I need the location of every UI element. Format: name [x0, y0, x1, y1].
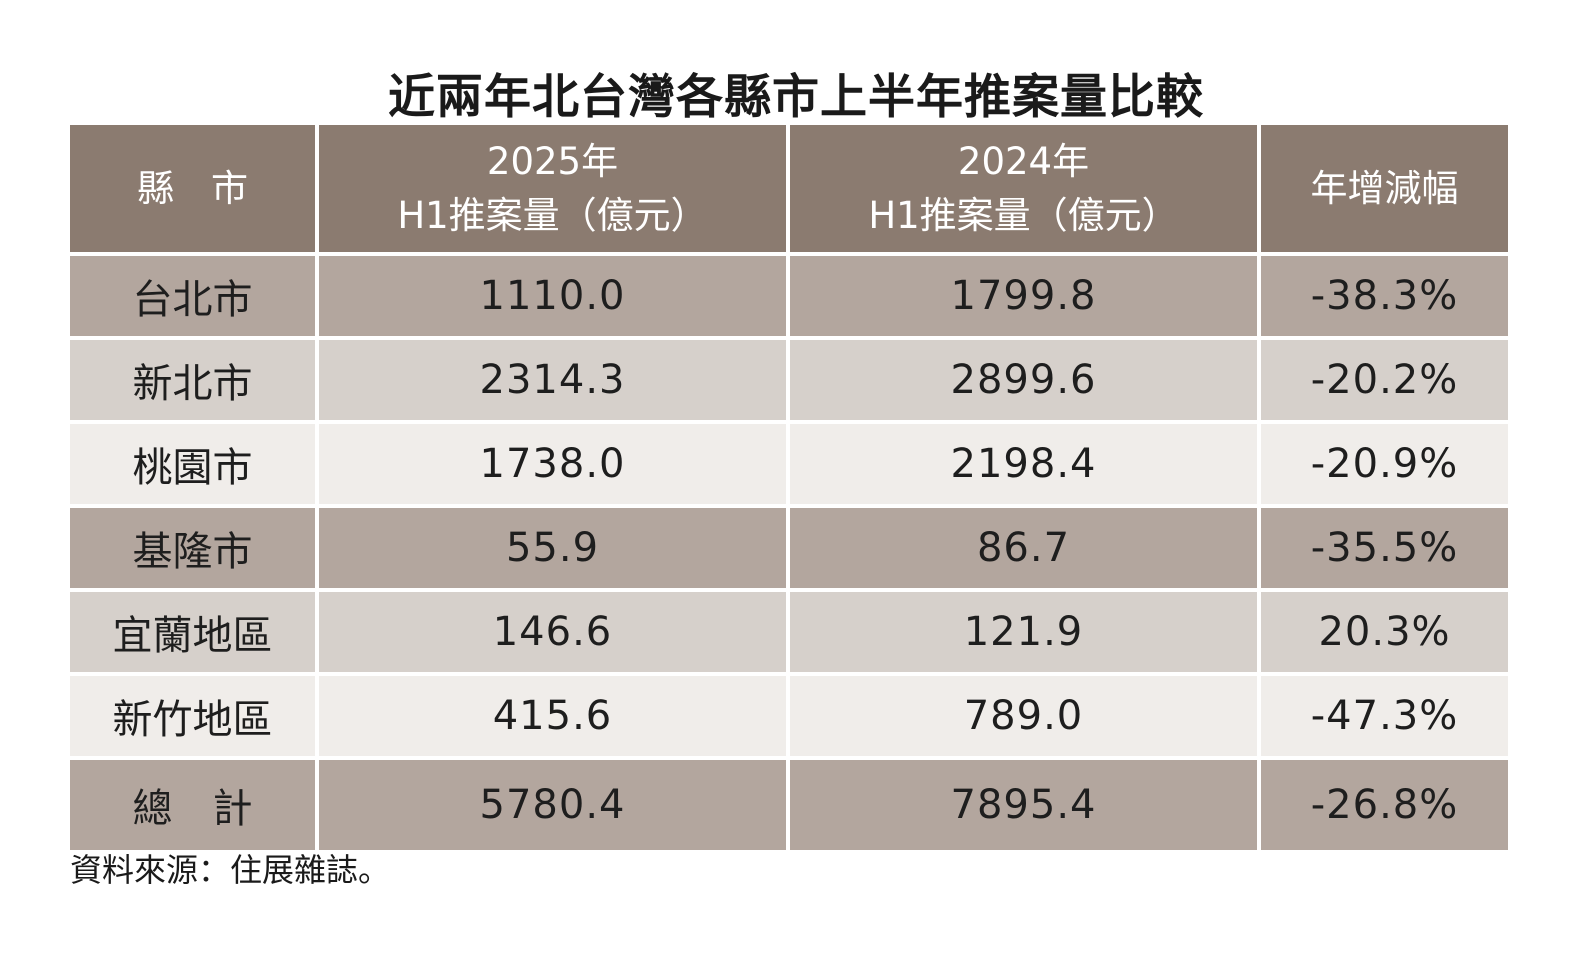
header-county: 縣 市 [70, 125, 315, 252]
row-newtaipei-2025: 2314.3 [319, 340, 786, 420]
row-taipei-county: 台北市 [70, 256, 315, 336]
row-newtaipei-county: 新北市 [70, 340, 315, 420]
table-title: 近兩年北台灣各縣市上半年推案量比較 [388, 70, 1204, 125]
header-2025-year: 2025年 [486, 139, 619, 183]
total-2025: 5780.4 [319, 760, 786, 850]
row-keelung-2024: 86.7 [790, 508, 1257, 588]
total-change: -26.8% [1261, 760, 1508, 850]
row-taipei-2025: 1110.0 [319, 256, 786, 336]
header-2025-metric: H1推案量（億元） [397, 193, 708, 237]
comparison-table: 縣 市 2025年 H1推案量（億元） 2024年 H1推案量（億元） 年增減幅… [70, 125, 1518, 850]
row-taoyuan-2024: 2198.4 [790, 424, 1257, 504]
header-2024: 2024年 H1推案量（億元） [790, 125, 1257, 252]
source-note: 資料來源：住展雜誌。 [70, 851, 391, 889]
row-yilan-2024: 121.9 [790, 592, 1257, 672]
row-newtaipei-2024: 2899.6 [790, 340, 1257, 420]
row-keelung-county: 基隆市 [70, 508, 315, 588]
row-hsinchu-change: -47.3% [1261, 676, 1508, 756]
row-yilan-2025: 146.6 [319, 592, 786, 672]
header-change: 年增減幅 [1261, 125, 1508, 252]
header-2025: 2025年 H1推案量（億元） [319, 125, 786, 252]
total-2024: 7895.4 [790, 760, 1257, 850]
row-yilan-change: 20.3% [1261, 592, 1508, 672]
row-yilan-county: 宜蘭地區 [70, 592, 315, 672]
header-2024-year: 2024年 [957, 139, 1090, 183]
row-hsinchu-county: 新竹地區 [70, 676, 315, 756]
row-keelung-2025: 55.9 [319, 508, 786, 588]
row-newtaipei-change: -20.2% [1261, 340, 1508, 420]
header-county-label: 縣 市 [137, 166, 248, 210]
header-change-label: 年增減幅 [1310, 166, 1459, 210]
row-taipei-change: -38.3% [1261, 256, 1508, 336]
total-label: 總 計 [70, 760, 315, 850]
row-hsinchu-2024: 789.0 [790, 676, 1257, 756]
row-taoyuan-change: -20.9% [1261, 424, 1508, 504]
row-taoyuan-county: 桃園市 [70, 424, 315, 504]
row-taoyuan-2025: 1738.0 [319, 424, 786, 504]
row-keelung-change: -35.5% [1261, 508, 1508, 588]
row-hsinchu-2025: 415.6 [319, 676, 786, 756]
row-taipei-2024: 1799.8 [790, 256, 1257, 336]
header-2024-metric: H1推案量（億元） [868, 193, 1179, 237]
